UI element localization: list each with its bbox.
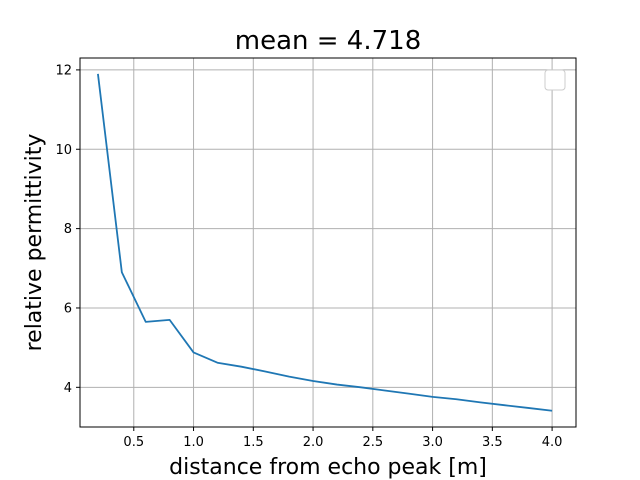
x-tick-label: 3.5 bbox=[482, 435, 503, 450]
legend-box bbox=[544, 69, 566, 91]
series-line bbox=[97, 73, 553, 412]
plot-frame bbox=[79, 57, 577, 428]
chart-title: mean = 4.718 bbox=[235, 26, 421, 56]
y-tick-label: 12 bbox=[55, 63, 72, 78]
x-tick-label: 0.5 bbox=[123, 435, 144, 450]
grid bbox=[80, 58, 576, 427]
x-axis-ticks: 0.5 1.0 1.5 2.0 2.5 3.0 3.5 4.0 bbox=[123, 427, 562, 450]
x-tick-label: 3.0 bbox=[422, 435, 443, 450]
x-tick-label: 1.5 bbox=[243, 435, 264, 450]
y-axis-label: relative permittivity bbox=[22, 134, 47, 352]
y-tick-label: 8 bbox=[64, 222, 72, 237]
series-layer bbox=[97, 73, 553, 412]
x-axis-label: distance from echo peak [m] bbox=[169, 455, 487, 480]
x-tick-label: 2.0 bbox=[303, 435, 324, 450]
y-tick-label: 6 bbox=[64, 301, 72, 316]
y-tick-label: 4 bbox=[64, 381, 72, 396]
y-tick-label: 10 bbox=[55, 143, 72, 158]
x-tick-label: 4.0 bbox=[542, 435, 563, 450]
x-tick-label: 2.5 bbox=[362, 435, 383, 450]
y-axis-ticks: 4 6 8 10 12 bbox=[55, 63, 80, 396]
x-tick-label: 1.0 bbox=[183, 435, 204, 450]
